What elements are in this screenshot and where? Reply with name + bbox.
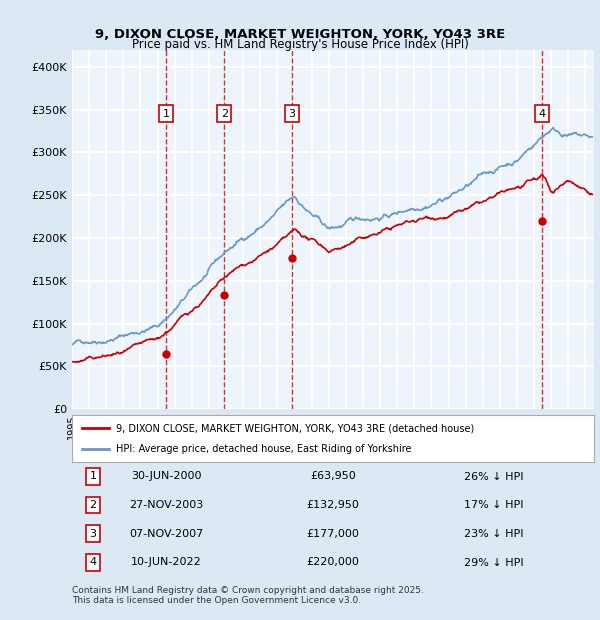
Text: 2: 2 xyxy=(221,109,228,119)
Text: £132,950: £132,950 xyxy=(307,500,359,510)
Text: 3: 3 xyxy=(89,529,97,539)
Text: £220,000: £220,000 xyxy=(307,557,359,567)
Text: This data is licensed under the Open Government Licence v3.0.: This data is licensed under the Open Gov… xyxy=(72,596,361,606)
Text: 27-NOV-2003: 27-NOV-2003 xyxy=(129,500,203,510)
Text: 3: 3 xyxy=(289,109,295,119)
Text: £63,950: £63,950 xyxy=(310,471,356,482)
Text: 30-JUN-2000: 30-JUN-2000 xyxy=(131,471,201,482)
Text: 4: 4 xyxy=(89,557,97,567)
Text: 1: 1 xyxy=(163,109,170,119)
Text: 9, DIXON CLOSE, MARKET WEIGHTON, YORK, YO43 3RE (detached house): 9, DIXON CLOSE, MARKET WEIGHTON, YORK, Y… xyxy=(116,423,475,433)
Text: 23% ↓ HPI: 23% ↓ HPI xyxy=(464,529,523,539)
Text: 07-NOV-2007: 07-NOV-2007 xyxy=(129,529,203,539)
Text: 29% ↓ HPI: 29% ↓ HPI xyxy=(464,557,523,567)
Text: £177,000: £177,000 xyxy=(307,529,359,539)
Text: Price paid vs. HM Land Registry's House Price Index (HPI): Price paid vs. HM Land Registry's House … xyxy=(131,38,469,51)
Text: 4: 4 xyxy=(538,109,545,119)
Text: 1: 1 xyxy=(89,471,97,482)
Text: 2: 2 xyxy=(89,500,97,510)
Text: 9, DIXON CLOSE, MARKET WEIGHTON, YORK, YO43 3RE: 9, DIXON CLOSE, MARKET WEIGHTON, YORK, Y… xyxy=(95,28,505,41)
Text: Contains HM Land Registry data © Crown copyright and database right 2025.: Contains HM Land Registry data © Crown c… xyxy=(72,586,424,595)
Text: HPI: Average price, detached house, East Riding of Yorkshire: HPI: Average price, detached house, East… xyxy=(116,444,412,454)
Text: 26% ↓ HPI: 26% ↓ HPI xyxy=(464,471,523,482)
Text: 10-JUN-2022: 10-JUN-2022 xyxy=(131,557,202,567)
Text: 17% ↓ HPI: 17% ↓ HPI xyxy=(464,500,523,510)
